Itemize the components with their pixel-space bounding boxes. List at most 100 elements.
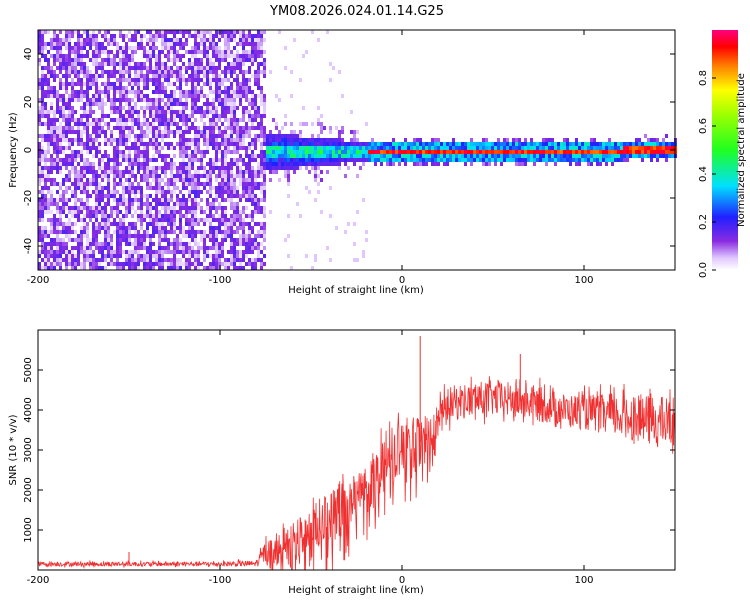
spectrogram-cell bbox=[74, 150, 77, 154]
spectrogram-cell bbox=[107, 230, 110, 234]
spectrogram-cell bbox=[245, 98, 248, 102]
spectrogram-cell bbox=[173, 146, 176, 150]
spectrogram-cell bbox=[197, 186, 200, 190]
spectrogram-cell bbox=[251, 214, 254, 218]
spectrogram-cell bbox=[80, 250, 83, 254]
spectrogram-cell bbox=[56, 106, 59, 110]
spectrogram-cell bbox=[113, 222, 116, 226]
spectrogram-cell bbox=[284, 138, 287, 142]
spectrogram-cell bbox=[167, 154, 170, 158]
spectrogram-cell bbox=[158, 154, 161, 158]
spectrogram-cell bbox=[50, 54, 53, 58]
spectrogram-cell bbox=[224, 182, 227, 186]
spectrogram-cell bbox=[185, 170, 188, 174]
spectrogram-cell bbox=[269, 210, 272, 214]
spectrogram-cell bbox=[176, 266, 179, 270]
spectrogram-cell bbox=[155, 142, 158, 146]
spectrogram-cell bbox=[119, 114, 122, 118]
colorbar-title: Normalized spectral amplitude bbox=[736, 73, 747, 227]
spectrogram-cell bbox=[149, 254, 152, 258]
spectrogram-cell bbox=[233, 94, 236, 98]
spectrogram-cell bbox=[92, 238, 95, 242]
spectrogram-cell bbox=[236, 90, 239, 94]
spectrogram-cell bbox=[74, 138, 77, 142]
spectrogram-cell bbox=[371, 150, 374, 154]
spectrogram-cell bbox=[263, 58, 266, 62]
spectrogram-cell bbox=[110, 242, 113, 246]
spectrogram-cell bbox=[56, 58, 59, 62]
spectrogram-cell bbox=[92, 34, 95, 38]
spectrogram-cell bbox=[236, 74, 239, 78]
spectrogram-cell bbox=[164, 126, 167, 130]
spectrogram-cell bbox=[158, 218, 161, 222]
spectrogram-cell bbox=[98, 98, 101, 102]
spectrogram-cell bbox=[77, 170, 80, 174]
spectrogram-cell bbox=[68, 154, 71, 158]
spectrogram-cell bbox=[251, 150, 254, 154]
spectrogram-cell bbox=[143, 86, 146, 90]
spectrogram-cell bbox=[206, 134, 209, 138]
spectrogram-cell bbox=[338, 154, 341, 158]
spectrogram-cell bbox=[221, 242, 224, 246]
spectrogram-cell bbox=[548, 146, 551, 150]
spectrogram-cell bbox=[62, 206, 65, 210]
spectrogram-cell bbox=[200, 238, 203, 242]
spectrogram-cell bbox=[143, 114, 146, 118]
spectrogram-cell bbox=[62, 126, 65, 130]
spectrogram-cell bbox=[77, 258, 80, 262]
spectrogram-cell bbox=[71, 150, 74, 154]
spectrogram-cell bbox=[269, 158, 272, 162]
spectrogram-cell bbox=[191, 34, 194, 38]
spectrogram-cell bbox=[410, 158, 413, 162]
spectrogram-cell bbox=[221, 130, 224, 134]
spectrogram-cell bbox=[389, 142, 392, 146]
spectrogram-cell bbox=[161, 202, 164, 206]
spectrogram-cell bbox=[77, 82, 80, 86]
spectrogram-cell bbox=[47, 146, 50, 150]
spectrogram-cell bbox=[59, 54, 62, 58]
spectrogram-cell bbox=[515, 154, 518, 158]
spectrogram-cell bbox=[113, 250, 116, 254]
spectrogram-cell bbox=[167, 134, 170, 138]
spectrogram-cell bbox=[224, 102, 227, 106]
spectrogram-cell bbox=[65, 162, 68, 166]
spectrogram-cell bbox=[314, 178, 317, 182]
spectrogram-cell bbox=[41, 150, 44, 154]
spectrogram-cell bbox=[242, 46, 245, 50]
spectrogram-cell bbox=[191, 114, 194, 118]
spectrogram-cell bbox=[113, 42, 116, 46]
spectrogram-cell bbox=[173, 94, 176, 98]
spectrogram-cell bbox=[47, 78, 50, 82]
spectrogram-cell bbox=[653, 142, 656, 146]
spectrogram-cell bbox=[101, 110, 104, 114]
spectrogram-cell bbox=[458, 142, 461, 146]
spectrogram-cell bbox=[257, 206, 260, 210]
spectrogram-cell bbox=[452, 142, 455, 146]
spectrogram-cell bbox=[179, 174, 182, 178]
spectrogram-cell bbox=[95, 186, 98, 190]
spectrogram-cell bbox=[395, 142, 398, 146]
spectrogram-cell bbox=[62, 246, 65, 250]
spectrogram-cell bbox=[101, 42, 104, 46]
spectrogram-cell bbox=[152, 242, 155, 246]
spectrogram-cells bbox=[38, 30, 677, 270]
spectrogram-cell bbox=[251, 62, 254, 66]
spectrogram-cell bbox=[104, 138, 107, 142]
spectrogram-cell bbox=[161, 266, 164, 270]
spectrogram-cell bbox=[56, 162, 59, 166]
spectrogram-cell bbox=[251, 258, 254, 262]
spectrogram-cell bbox=[128, 114, 131, 118]
spectrogram-cell bbox=[59, 106, 62, 110]
spectrogram-cell bbox=[293, 138, 296, 142]
spectrogram-cell bbox=[86, 34, 89, 38]
spectrogram-cell bbox=[221, 206, 224, 210]
spectrogram-cell bbox=[119, 78, 122, 82]
spectrogram-cell bbox=[59, 130, 62, 134]
spectrogram-cell bbox=[203, 266, 206, 270]
spectrogram-cell bbox=[68, 82, 71, 86]
spectrogram-cell bbox=[170, 210, 173, 214]
spectrogram-cell bbox=[200, 234, 203, 238]
spectrogram-cell bbox=[80, 142, 83, 146]
spectrogram-cell bbox=[113, 254, 116, 258]
spectrogram-cell bbox=[185, 118, 188, 122]
